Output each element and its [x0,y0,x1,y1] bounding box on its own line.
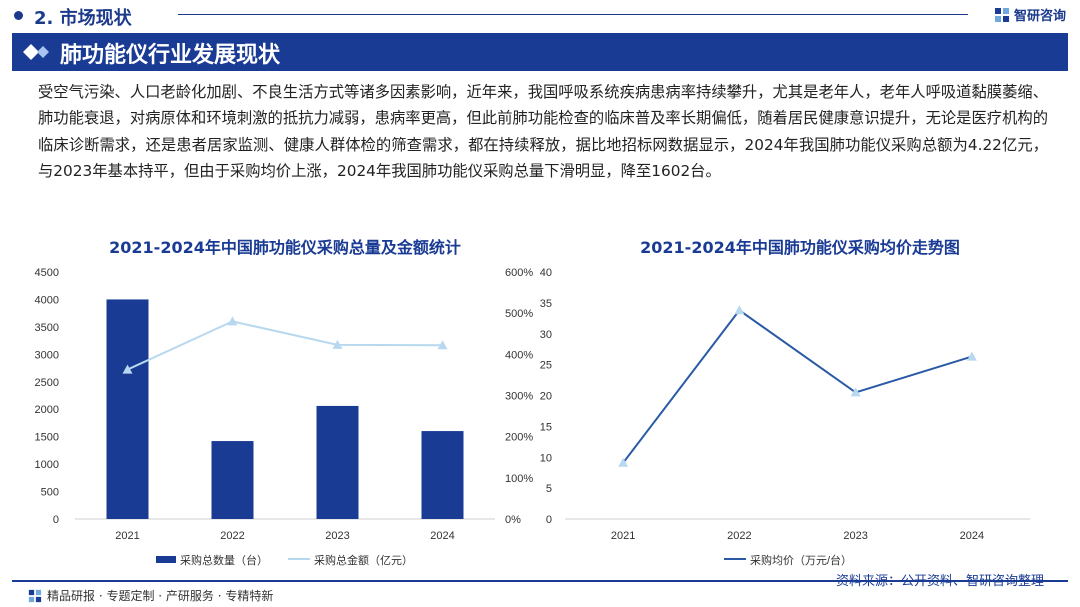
chart1-right-tick-label: 0% [505,514,521,526]
chart2-y-tick-label: 10 [540,452,552,464]
chart2-y-tick-label: 0 [546,514,552,526]
chart1-bar [211,441,254,519]
footer: 精品研报 · 专题定制 · 产研服务 · 专精特新 [0,580,1080,607]
footer-tagline: 精品研报 · 专题定制 · 产研服务 · 专精特新 [28,587,273,604]
chart1-x-tick-label: 2023 [325,530,349,542]
chart1-amount-marker [227,316,238,326]
chart1-right-tick-label: 600% [505,267,533,279]
chart2-price-marker [966,351,977,361]
chart1-left-tick-label: 4000 [35,294,59,306]
chart2-y-tick-label: 5 [546,483,552,495]
chart1-x-tick-label: 2021 [115,530,139,542]
page-title: 肺功能仪行业发展现状 [60,43,281,68]
chart2-y-tick-label: 30 [540,329,552,341]
chart1-left-tick-label: 4500 [35,267,59,279]
chart1-legend-line-label: 采购总金额（亿元） [314,553,413,567]
chart1-legend-bar-swatch [156,556,176,563]
chart2-x-tick-label: 2022 [727,530,751,542]
chart2-x-tick-label: 2023 [843,530,867,542]
chart1-right-tick-label: 400% [505,349,533,361]
chart2-price-marker [734,305,745,315]
chart1-right-tick-label: 200% [505,432,533,444]
chart1-x-tick-label: 2022 [220,530,244,542]
chart1-right-tick-label: 100% [505,473,533,485]
chart1-left-tick-label: 0 [53,514,59,526]
chart1-legend-bar-label: 采购总数量（台） [180,553,268,567]
chart2-y-tick-label: 20 [540,391,552,403]
chart1-amount-line [127,320,443,371]
chart1-bar [421,431,464,519]
chart2-price-marker [618,457,629,467]
footer-divider [12,580,1068,582]
section-title: 2. 市场现状 [34,8,132,29]
section-bullet-icon [14,11,23,20]
top-header: 2. 市场现状 智研咨询 [0,0,1080,30]
chart2-title: 2021-2024年中国肺功能仪采购均价走势图 [640,238,960,257]
chart1-bar [316,405,359,519]
chart1-left-tick-label: 3000 [35,349,59,361]
chart1-left-tick-label: 500 [41,487,59,499]
brand-name: 智研咨询 [1013,9,1066,24]
chart1-amount-marker [122,364,133,374]
chart1-left-tick-label: 2500 [35,377,59,389]
chart1-left-tick-label: 3500 [35,322,59,334]
chart2-x-tick-label: 2021 [611,530,635,542]
diamond-icon [23,44,49,60]
chart1-right-tick-label: 300% [505,391,533,403]
chart2-y-tick-label: 15 [540,421,552,433]
chart2-price-marker [850,387,861,397]
chart1-bar [106,299,149,519]
chart2-y-tick-label: 35 [540,298,552,310]
chart2-y-tick-label: 40 [540,267,552,279]
footer-logo-icon [28,589,42,602]
title-banner: 肺功能仪行业发展现状 [12,33,1068,71]
chart1-right-tick-label: 500% [505,308,533,320]
chart2-price-line [622,308,973,464]
chart2-x-tick-label: 2024 [960,530,984,542]
header-divider [178,14,968,15]
chart1-amount-marker [332,339,343,349]
chart1-x-tick-label: 2024 [430,530,454,542]
chart2-legend-label: 采购均价（万元/台） [750,553,852,567]
footer-tagline-text: 精品研报 · 专题定制 · 产研服务 · 专精特新 [47,589,274,603]
chart2-y-tick-label: 25 [540,360,552,372]
chart1-left-tick-label: 1500 [35,432,59,444]
chart1-left-tick-label: 1000 [35,459,59,471]
market-description: 受空气污染、人口老龄化加剧、不良生活方式等诸多因素影响，近年来，我国呼吸系统疾病… [38,83,1048,180]
brand-logo: 智研咨询 [994,5,1066,24]
chart1-amount-marker [437,340,448,350]
brand-logo-icon [994,7,1009,22]
chart1-title: 2021-2024年中国肺功能仪采购总量及金额统计 [109,238,461,257]
chart1-left-tick-label: 2000 [35,404,59,416]
